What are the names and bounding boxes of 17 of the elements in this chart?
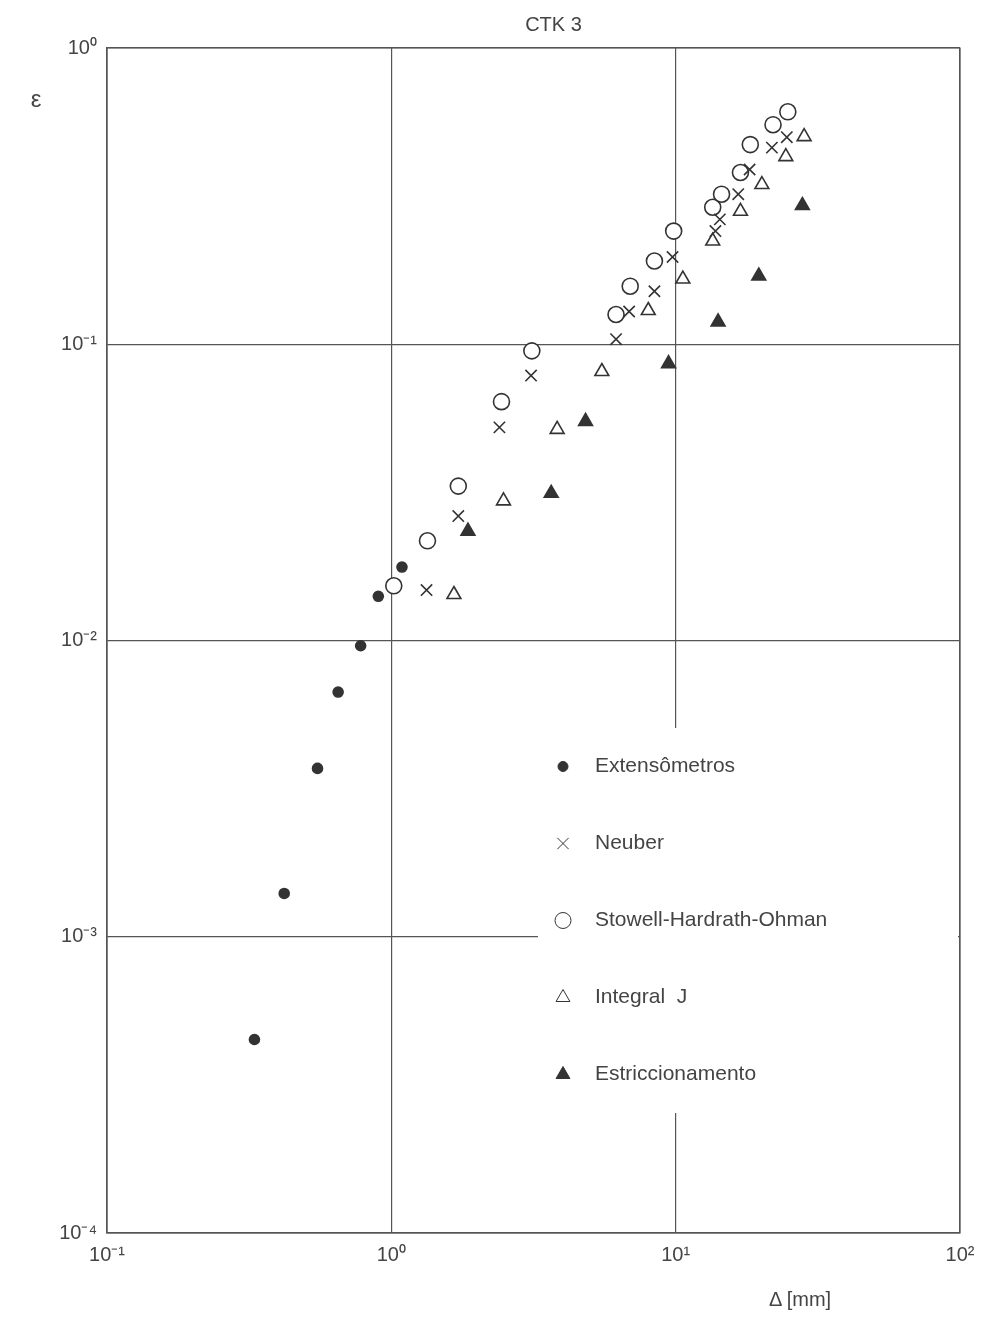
legend-label: Stowell-Hardrath-Ohman bbox=[595, 907, 828, 931]
y-tick-label: 10⁰ bbox=[67, 35, 97, 58]
y-tick-label: 10⁻² bbox=[61, 628, 98, 651]
x-tick-label: 10¹ bbox=[661, 1242, 691, 1265]
legend-label: Integral J bbox=[595, 984, 688, 1008]
legend-label: Extensômetros bbox=[595, 753, 736, 777]
y-tick-label: 10⁻¹ bbox=[61, 331, 98, 354]
x-tick-label: 10⁻¹ bbox=[89, 1242, 126, 1265]
x-tick-label: 10⁰ bbox=[376, 1242, 406, 1265]
x-tick-label: 10² bbox=[945, 1242, 975, 1265]
y-tick-label: 10⁻³ bbox=[61, 924, 98, 947]
x-axis-title: Δ [mm] bbox=[768, 1287, 832, 1310]
y-tick-label: 10⁻⁴ bbox=[59, 1220, 97, 1243]
legend-label: Neuber bbox=[595, 830, 664, 854]
chart-title: CTK 3 bbox=[525, 12, 582, 35]
legend-label: Estriccionamento bbox=[595, 1061, 757, 1085]
y-axis-title: ε bbox=[30, 84, 42, 112]
